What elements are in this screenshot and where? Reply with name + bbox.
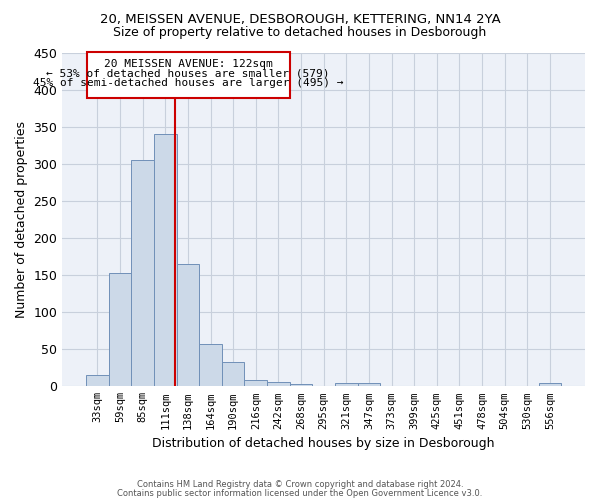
Bar — [176, 264, 199, 386]
Bar — [290, 384, 313, 386]
Bar — [86, 375, 109, 386]
Bar — [86, 52, 290, 98]
Bar — [267, 382, 290, 386]
X-axis label: Distribution of detached houses by size in Desborough: Distribution of detached houses by size … — [152, 437, 495, 450]
Text: 20, MEISSEN AVENUE, DESBOROUGH, KETTERING, NN14 2YA: 20, MEISSEN AVENUE, DESBOROUGH, KETTERIN… — [100, 12, 500, 26]
Bar — [335, 382, 358, 386]
Text: 20 MEISSEN AVENUE: 122sqm: 20 MEISSEN AVENUE: 122sqm — [104, 59, 272, 69]
Bar — [131, 160, 154, 386]
Text: ← 53% of detached houses are smaller (579): ← 53% of detached houses are smaller (57… — [46, 69, 330, 79]
Bar — [539, 384, 561, 386]
Bar — [358, 382, 380, 386]
Text: Contains HM Land Registry data © Crown copyright and database right 2024.: Contains HM Land Registry data © Crown c… — [137, 480, 463, 489]
Bar — [244, 380, 267, 386]
Bar — [222, 362, 244, 386]
Y-axis label: Number of detached properties: Number of detached properties — [15, 121, 28, 318]
Bar — [199, 344, 222, 387]
Bar — [109, 273, 131, 386]
Text: Size of property relative to detached houses in Desborough: Size of property relative to detached ho… — [113, 26, 487, 39]
Bar — [154, 134, 176, 386]
Text: 45% of semi-detached houses are larger (495) →: 45% of semi-detached houses are larger (… — [33, 78, 343, 88]
Text: Contains public sector information licensed under the Open Government Licence v3: Contains public sector information licen… — [118, 488, 482, 498]
